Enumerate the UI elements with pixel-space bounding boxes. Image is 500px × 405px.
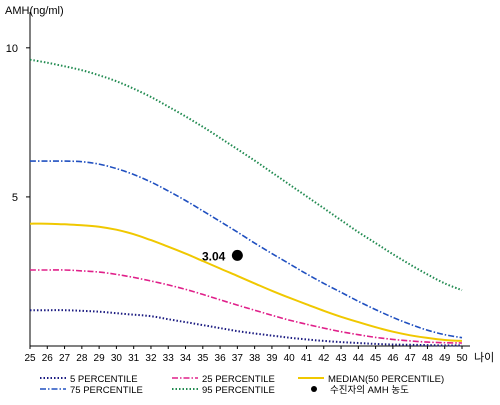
axes: AMH(ng/ml) 5 10 25 26 27 28 29 30 31 32 33 34 35 36 37 3… [5, 5, 494, 364]
legend: 5 PERCENTILE 25 PERCENTILE MEDIAN(50 PERCE… [40, 374, 444, 396]
x-tick-label: 43 [335, 353, 347, 364]
x-tick-label: 49 [439, 353, 451, 364]
series-line-median-50-percentile [29, 222, 463, 342]
x-tick-label: 31 [128, 353, 140, 364]
legend-label-25-percentile: 25 PERCENTILE [202, 374, 275, 385]
x-tick-label: 28 [76, 353, 88, 364]
series-line-75-percentile [30, 160, 463, 339]
y-tick-label: 5 [12, 192, 18, 204]
series-line-5-percentile [30, 309, 463, 347]
series-line-95-percentile [29, 58, 463, 292]
x-tick-label: 27 [59, 353, 71, 364]
legend-label-75-percentile: 75 PERCENTILE [70, 385, 143, 396]
legend-label-patient-point: 수진자의 AMH 농도 [330, 385, 409, 396]
x-tick-label: 42 [318, 353, 330, 364]
x-tick-label: 44 [353, 353, 365, 364]
patient-point: 3.04 [202, 249, 243, 263]
x-tick-label: 34 [180, 353, 192, 364]
x-tick-label: 25 [24, 353, 36, 364]
x-tick-label: 46 [387, 353, 399, 364]
x-tick-label: 45 [370, 353, 382, 364]
x-tick-label: 30 [111, 353, 123, 364]
legend-swatch-patient-point [311, 386, 317, 392]
y-tick-label: 10 [6, 43, 18, 55]
x-tick-label: 37 [232, 353, 244, 364]
x-axis-label: 나이 [474, 351, 494, 364]
x-tick-label: 35 [197, 353, 209, 364]
legend-label-5-percentile: 5 PERCENTILE [70, 374, 138, 385]
x-tick-label: 29 [94, 353, 106, 364]
x-tick-label: 50 [456, 353, 468, 364]
x-tick-label: 33 [163, 353, 175, 364]
patient-amh-point [231, 249, 243, 261]
x-tick-label: 48 [422, 353, 434, 364]
series-line-25-percentile [30, 269, 463, 344]
x-tick-label: 38 [249, 353, 261, 364]
x-tick-label: 40 [284, 353, 296, 364]
x-tick-label: 39 [266, 353, 278, 364]
x-tick-label: 47 [405, 353, 417, 364]
legend-label-median-50-percentile: MEDIAN(50 PERCENTILE) [328, 374, 444, 385]
legend-label-95-percentile: 95 PERCENTILE [202, 385, 275, 396]
patient-amh-value-label: 3.04 [202, 249, 226, 263]
y-axis-label: AMH(ng/ml) [5, 5, 64, 17]
x-tick-label: 26 [42, 353, 54, 364]
x-tick-label: 36 [215, 353, 227, 364]
x-tick-label: 32 [145, 353, 157, 364]
x-tick-label: 41 [301, 353, 313, 364]
series-lines [29, 58, 463, 347]
